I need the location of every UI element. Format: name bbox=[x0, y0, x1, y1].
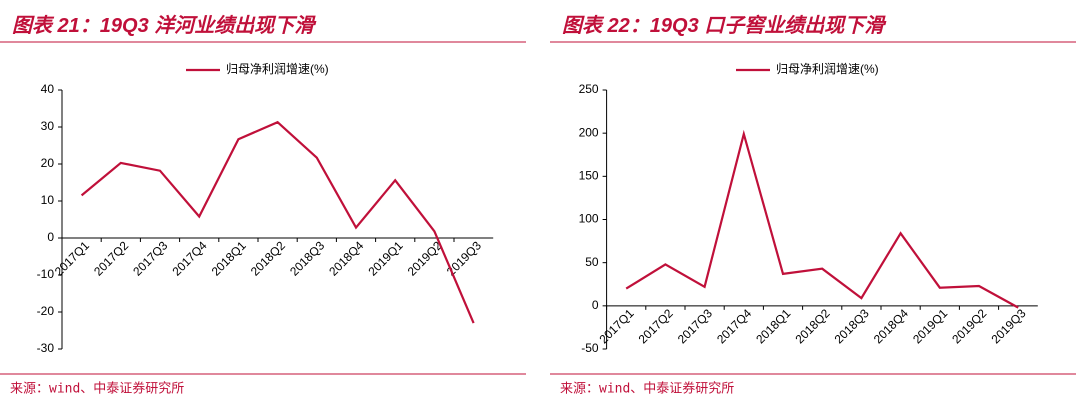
x-tick-label: 2017Q4 bbox=[169, 238, 209, 278]
x-tick-label: 2019Q1 bbox=[365, 238, 405, 278]
y-tick-label: 0 bbox=[592, 298, 599, 312]
x-tick-label: 2017Q4 bbox=[714, 306, 754, 346]
y-tick-label: -20 bbox=[37, 304, 55, 318]
x-tick-label: 2018Q1 bbox=[209, 238, 249, 278]
chart-title: 图表 21：19Q3 洋河业绩出现下滑 bbox=[12, 14, 317, 37]
x-tick-label: 2018Q4 bbox=[871, 306, 911, 346]
x-tick-label: 2017Q2 bbox=[91, 238, 131, 278]
line-series bbox=[625, 129, 1019, 309]
y-tick-label: 50 bbox=[585, 255, 599, 269]
x-tick-label: 2017Q1 bbox=[596, 306, 636, 346]
y-tick-label: -30 bbox=[37, 341, 55, 355]
x-tick-label: 2018Q2 bbox=[248, 238, 288, 278]
x-tick-label: 2019Q3 bbox=[444, 238, 484, 278]
legend-label: 归母净利润增速(%) bbox=[226, 62, 329, 76]
y-tick-label: 20 bbox=[41, 156, 55, 170]
x-tick-label: 2017Q3 bbox=[675, 306, 715, 346]
y-tick-label: 30 bbox=[41, 119, 55, 133]
source: 来源：wind、中泰证券研究所 bbox=[560, 381, 734, 397]
y-tick-label: 200 bbox=[579, 125, 599, 139]
y-tick-label: 100 bbox=[579, 212, 599, 226]
line-series bbox=[80, 120, 475, 324]
y-tick-label: -50 bbox=[581, 341, 599, 355]
y-tick-label: 40 bbox=[41, 82, 55, 96]
y-tick-label: 0 bbox=[47, 230, 54, 244]
x-tick-label: 2018Q1 bbox=[753, 306, 793, 346]
x-tick-label: 2017Q1 bbox=[52, 238, 92, 278]
y-tick-label: 250 bbox=[579, 82, 599, 96]
x-tick-label: 2018Q4 bbox=[326, 238, 366, 278]
y-tick-label: -10 bbox=[37, 267, 55, 281]
x-tick-label: 2017Q2 bbox=[636, 306, 676, 346]
x-tick-label: 2018Q2 bbox=[792, 306, 832, 346]
x-tick-label: 2018Q3 bbox=[832, 306, 872, 346]
y-tick-label: 10 bbox=[41, 193, 55, 207]
chart-title: 图表 22：19Q3 口子窖业绩出现下滑 bbox=[562, 14, 887, 37]
x-tick-label: 2017Q3 bbox=[130, 238, 170, 278]
y-tick-label: 150 bbox=[579, 169, 599, 183]
x-tick-label: 2019Q3 bbox=[988, 306, 1028, 346]
x-tick-label: 2019Q2 bbox=[949, 306, 989, 346]
source: 来源：wind、中泰证券研究所 bbox=[10, 381, 184, 397]
legend-label: 归母净利润增速(%) bbox=[776, 62, 879, 76]
x-tick-label: 2019Q1 bbox=[910, 306, 950, 346]
x-tick-label: 2018Q3 bbox=[287, 238, 327, 278]
